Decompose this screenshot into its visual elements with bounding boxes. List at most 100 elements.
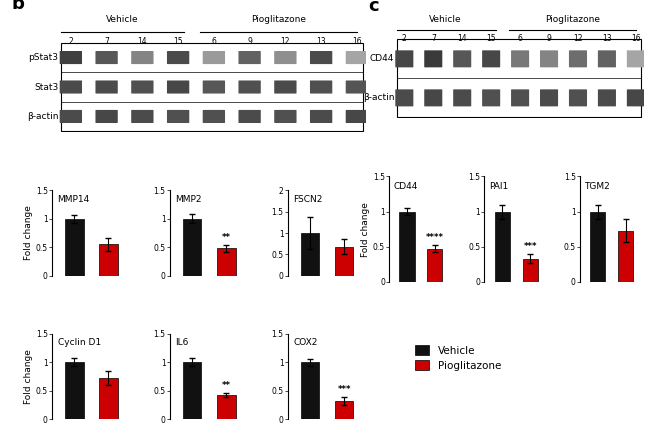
Bar bbox=[495, 212, 510, 282]
Text: 9: 9 bbox=[247, 37, 252, 46]
FancyBboxPatch shape bbox=[203, 51, 225, 64]
FancyBboxPatch shape bbox=[96, 51, 118, 64]
FancyBboxPatch shape bbox=[453, 89, 471, 106]
Text: COX2: COX2 bbox=[293, 338, 318, 347]
FancyBboxPatch shape bbox=[310, 51, 332, 64]
FancyBboxPatch shape bbox=[239, 110, 261, 123]
FancyBboxPatch shape bbox=[131, 110, 153, 123]
FancyBboxPatch shape bbox=[274, 51, 296, 64]
Bar bbox=[590, 212, 605, 282]
Text: PAI1: PAI1 bbox=[489, 182, 508, 191]
Bar bbox=[183, 362, 202, 419]
FancyBboxPatch shape bbox=[395, 89, 413, 106]
Text: 6: 6 bbox=[211, 37, 216, 46]
FancyBboxPatch shape bbox=[627, 89, 645, 106]
Y-axis label: Fold change: Fold change bbox=[24, 349, 33, 404]
Y-axis label: Fold change: Fold change bbox=[361, 202, 370, 257]
FancyBboxPatch shape bbox=[511, 89, 529, 106]
Text: MMP2: MMP2 bbox=[176, 195, 202, 203]
Text: 6: 6 bbox=[517, 34, 523, 43]
Text: IL6: IL6 bbox=[176, 338, 188, 347]
FancyBboxPatch shape bbox=[395, 51, 413, 67]
FancyBboxPatch shape bbox=[203, 110, 225, 123]
Text: 13: 13 bbox=[602, 34, 612, 43]
FancyBboxPatch shape bbox=[167, 110, 189, 123]
FancyBboxPatch shape bbox=[482, 51, 500, 67]
FancyBboxPatch shape bbox=[96, 80, 118, 94]
FancyBboxPatch shape bbox=[60, 80, 82, 94]
Text: **: ** bbox=[222, 233, 231, 242]
Bar bbox=[396, 39, 641, 118]
FancyBboxPatch shape bbox=[569, 51, 587, 67]
FancyBboxPatch shape bbox=[540, 51, 558, 67]
Bar bbox=[217, 395, 236, 419]
FancyBboxPatch shape bbox=[346, 110, 368, 123]
Text: 14: 14 bbox=[138, 37, 147, 46]
FancyBboxPatch shape bbox=[598, 89, 616, 106]
FancyBboxPatch shape bbox=[482, 89, 500, 106]
Bar bbox=[217, 248, 236, 276]
FancyBboxPatch shape bbox=[598, 51, 616, 67]
Text: 7: 7 bbox=[104, 37, 109, 46]
FancyBboxPatch shape bbox=[131, 51, 153, 64]
FancyBboxPatch shape bbox=[167, 80, 189, 94]
Text: 9: 9 bbox=[547, 34, 551, 43]
FancyBboxPatch shape bbox=[627, 51, 645, 67]
Legend: Vehicle, Pioglitazone: Vehicle, Pioglitazone bbox=[415, 345, 501, 371]
Text: b: b bbox=[11, 0, 24, 13]
Bar bbox=[300, 233, 319, 276]
Bar bbox=[65, 362, 84, 419]
Text: 2: 2 bbox=[402, 34, 407, 43]
FancyBboxPatch shape bbox=[131, 80, 153, 94]
Text: 16: 16 bbox=[352, 37, 361, 46]
FancyBboxPatch shape bbox=[453, 51, 471, 67]
FancyBboxPatch shape bbox=[424, 89, 442, 106]
Text: TGM2: TGM2 bbox=[584, 182, 610, 191]
Text: **: ** bbox=[222, 381, 231, 390]
Bar bbox=[523, 259, 538, 282]
FancyBboxPatch shape bbox=[167, 51, 189, 64]
Text: Pioglitazone: Pioglitazone bbox=[252, 16, 307, 24]
Bar bbox=[335, 401, 354, 419]
Text: FSCN2: FSCN2 bbox=[293, 195, 322, 203]
Text: 16: 16 bbox=[631, 34, 641, 43]
FancyBboxPatch shape bbox=[203, 80, 225, 94]
FancyBboxPatch shape bbox=[346, 51, 368, 64]
Text: Stat3: Stat3 bbox=[34, 83, 58, 92]
Text: Cyclin D1: Cyclin D1 bbox=[57, 338, 101, 347]
FancyBboxPatch shape bbox=[310, 80, 332, 94]
Text: 7: 7 bbox=[431, 34, 436, 43]
Text: CD44: CD44 bbox=[393, 182, 418, 191]
Bar bbox=[62, 43, 363, 131]
Bar bbox=[300, 362, 319, 419]
FancyBboxPatch shape bbox=[60, 110, 82, 123]
FancyBboxPatch shape bbox=[239, 80, 261, 94]
FancyBboxPatch shape bbox=[424, 51, 442, 67]
Text: 12: 12 bbox=[281, 37, 290, 46]
Text: ***: *** bbox=[523, 242, 537, 251]
Text: CD44: CD44 bbox=[370, 54, 394, 64]
Text: β-actin: β-actin bbox=[27, 112, 58, 121]
FancyBboxPatch shape bbox=[511, 51, 529, 67]
Bar bbox=[335, 247, 354, 276]
Text: 15: 15 bbox=[486, 34, 496, 43]
Bar bbox=[65, 219, 84, 276]
Text: β-actin: β-actin bbox=[363, 93, 394, 102]
FancyBboxPatch shape bbox=[346, 80, 368, 94]
FancyBboxPatch shape bbox=[60, 51, 82, 64]
Y-axis label: Fold change: Fold change bbox=[24, 206, 33, 260]
Text: pStat3: pStat3 bbox=[29, 53, 58, 62]
Text: Vehicle: Vehicle bbox=[105, 16, 138, 24]
Text: ***: *** bbox=[337, 385, 351, 394]
Text: Vehicle: Vehicle bbox=[429, 15, 462, 24]
FancyBboxPatch shape bbox=[239, 51, 261, 64]
FancyBboxPatch shape bbox=[96, 110, 118, 123]
Text: 14: 14 bbox=[458, 34, 467, 43]
Bar bbox=[99, 378, 118, 419]
Text: 12: 12 bbox=[573, 34, 583, 43]
FancyBboxPatch shape bbox=[274, 110, 296, 123]
Text: 2: 2 bbox=[68, 37, 73, 46]
Bar bbox=[99, 245, 118, 276]
FancyBboxPatch shape bbox=[569, 89, 587, 106]
Text: 15: 15 bbox=[174, 37, 183, 46]
